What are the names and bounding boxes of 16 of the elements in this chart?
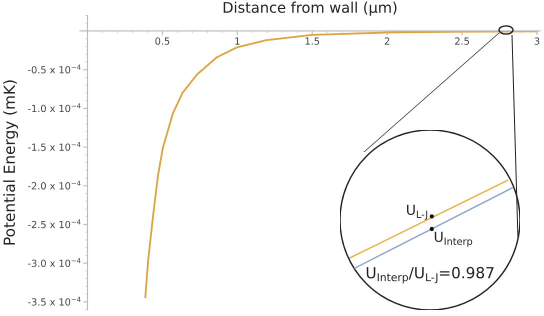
y-tick-label: -3.0 x 10$^{−4}$	[28, 258, 81, 267]
line-series	[144, 30, 538, 298]
x-tick-label: 1.5	[306, 38, 320, 45]
y-tick-label: -3.5 x 10$^{−4}$	[28, 296, 81, 306]
y-axis-title: Potential Energy (mK)	[3, 80, 18, 245]
x-axis-title: Distance from wall (μm)	[224, 2, 396, 16]
x-tick-label: 3	[534, 37, 540, 45]
x-tick-label: 0.5	[155, 37, 170, 45]
x-tick-label: 2.5	[455, 37, 469, 45]
x-tick-label: 2	[384, 37, 390, 45]
y-tick-label: -1.0 x 10$^{−4}$	[28, 103, 81, 112]
y-tick-label: -0.5 x 10$^{−4}$	[28, 64, 81, 74]
y-tick-label: -2.0 x 10$^{−4}$	[28, 180, 81, 190]
x-tick-label: 1	[235, 38, 240, 45]
y-tick-label: -2.5 x 10$^{−4}$	[28, 219, 81, 228]
y-tick-label: -1.5 x 10$^{−4}$	[28, 142, 81, 151]
